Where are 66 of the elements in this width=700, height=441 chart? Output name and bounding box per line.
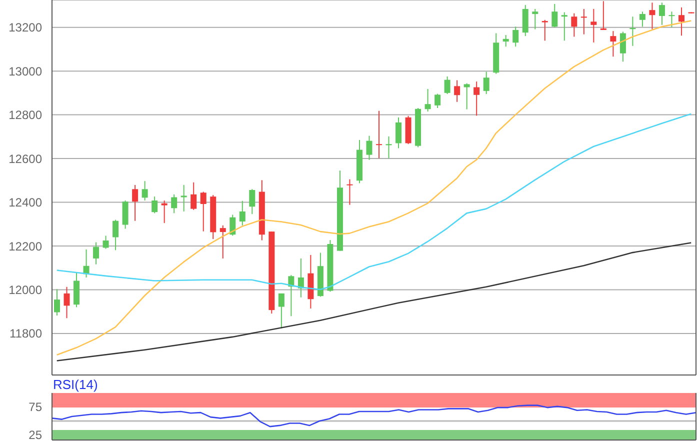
line-series: [51, 404, 697, 428]
y-tick-label: 12600: [8, 152, 42, 166]
candlestick: [239, 200, 246, 226]
candlestick: [376, 110, 382, 159]
candlestick: [464, 82, 470, 110]
candlestick: [249, 188, 256, 215]
y-tick-label: 12000: [8, 282, 42, 297]
candlestick: [396, 116, 402, 149]
y-tick-label: 25: [28, 428, 42, 441]
candlestick: [483, 71, 490, 95]
candlestick: [161, 200, 168, 224]
y-tick-label: 12200: [8, 239, 42, 254]
candlestick: [561, 12, 568, 42]
candlestick: [658, 2, 665, 26]
candlestick: [366, 135, 372, 160]
candlestick: [454, 80, 460, 102]
candlestick: [630, 16, 636, 46]
candlestick: [424, 88, 431, 112]
candlestick: [502, 34, 509, 48]
candlestick: [552, 3, 558, 28]
candlestick: [152, 196, 158, 214]
candlestick: [74, 272, 80, 308]
candlestick: [610, 30, 616, 58]
line-series: [56, 20, 692, 356]
candlestick: [200, 191, 206, 232]
candlestick: [190, 182, 197, 210]
candlestick: [678, 6, 684, 36]
candlestick: [444, 76, 450, 95]
line-series: [56, 113, 692, 290]
y-tick-label: 13000: [8, 64, 42, 78]
candlestick: [590, 8, 597, 43]
candlestick: [434, 93, 441, 109]
candlestick: [620, 31, 626, 62]
chart-title: RSI(14): [52, 376, 99, 393]
candlestick: [474, 81, 480, 116]
candlestick: [64, 286, 70, 319]
candlestick: [171, 194, 178, 214]
y-tick-label: 12400: [8, 196, 42, 210]
candlestick: [54, 288, 60, 316]
candlestick: [512, 26, 519, 48]
candlestick: [532, 8, 538, 30]
y-tick-label: 75: [28, 400, 42, 414]
line-series: [56, 242, 692, 362]
candlestick: [580, 8, 587, 35]
candlestick: [122, 200, 128, 230]
candlestick: [132, 184, 138, 222]
candlestick: [142, 180, 148, 202]
y-tick-label: 13200: [8, 20, 42, 35]
candlestick: [278, 292, 284, 329]
candlestick: [112, 219, 119, 251]
candlestick: [649, 2, 656, 30]
candlestick: [180, 184, 187, 212]
candlestick: [668, 11, 675, 28]
candlestick: [102, 235, 109, 250]
candlestick: [230, 214, 236, 236]
candlestick: [522, 4, 528, 37]
candlestick: [600, 0, 606, 30]
candlestick: [542, 19, 548, 42]
y-tick-label: 11800: [10, 326, 42, 341]
candlestick: [571, 12, 578, 38]
y-tick-label: 12800: [8, 108, 42, 122]
candlestick: [639, 11, 646, 28]
candlestick: [93, 242, 100, 265]
candlestick: [346, 178, 353, 206]
candlestick: [220, 224, 226, 259]
candlestick: [386, 136, 392, 159]
